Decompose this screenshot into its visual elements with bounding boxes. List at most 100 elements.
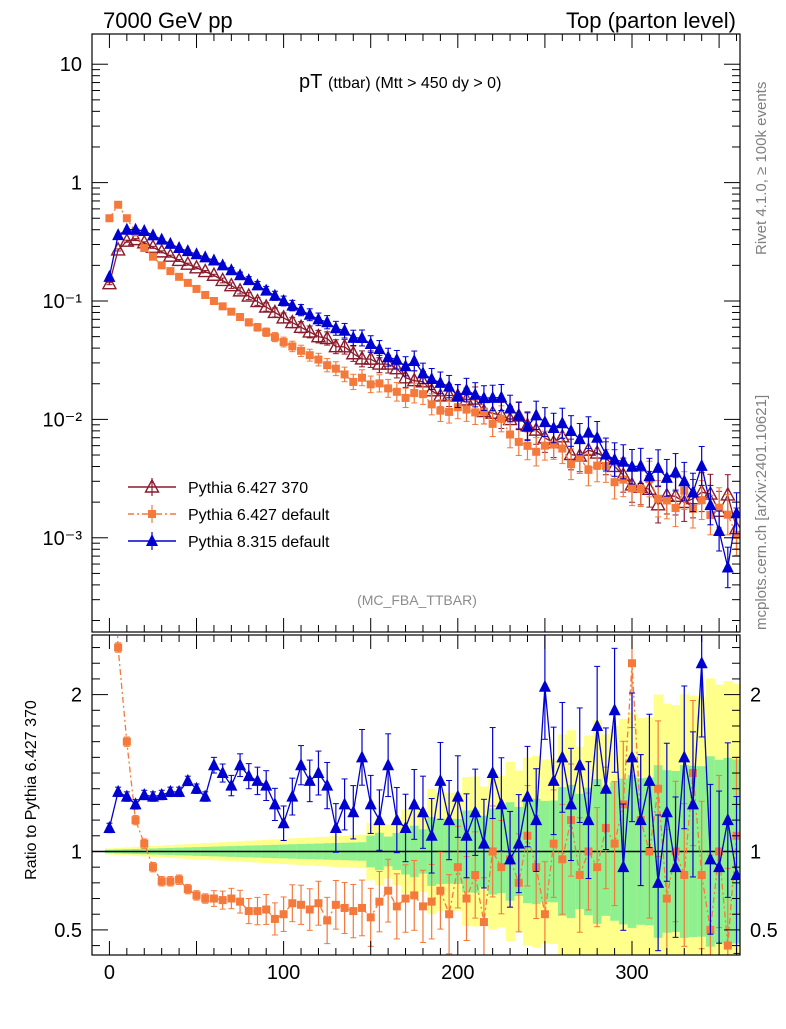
ratio-point [175, 875, 184, 884]
data-point [120, 222, 133, 235]
ratio-point [347, 805, 360, 818]
data-point [582, 425, 595, 438]
mcplots-label: mcplots.cern.ch [arXiv:2401.10621] [753, 395, 770, 630]
ratio-y-tick-label: 2 [71, 685, 82, 707]
data-point [207, 253, 220, 266]
ratio-point [538, 679, 551, 692]
data-point [328, 338, 344, 353]
ratio-point [582, 813, 595, 826]
data-point [356, 330, 368, 343]
ratio-point [399, 820, 412, 833]
data-point [232, 282, 248, 297]
ratio-point [181, 773, 194, 786]
ratio-point [678, 750, 691, 763]
data-point [303, 307, 316, 320]
data-point [371, 355, 388, 370]
data-point [558, 444, 567, 453]
data-point [538, 415, 551, 428]
data-point [636, 484, 645, 493]
data-point [549, 440, 558, 449]
ratio-point [323, 916, 332, 925]
data-point [218, 302, 227, 311]
data-point [175, 272, 184, 281]
ratio-point [617, 860, 630, 873]
data-point [336, 338, 353, 353]
data-point [626, 459, 638, 472]
ratio-point [469, 805, 482, 818]
data-point [244, 318, 253, 327]
ratio-point [227, 894, 236, 903]
data-point [148, 252, 157, 261]
data-point [101, 275, 118, 290]
data-point [617, 454, 630, 467]
data-point [119, 232, 135, 247]
data-point [164, 236, 177, 249]
ratio-point [401, 894, 410, 903]
ratio-point [314, 899, 323, 908]
data-point [425, 372, 438, 385]
data-point [206, 266, 222, 281]
ratio-point [295, 758, 308, 771]
ratio-point [416, 805, 429, 818]
main-title: pT [299, 71, 322, 93]
ratio-y-tick-label-right: 0.5 [750, 920, 778, 942]
data-point [340, 370, 349, 379]
data-point [678, 474, 691, 487]
data-point [321, 315, 334, 328]
ratio-point [390, 813, 403, 826]
ratio-point [573, 758, 586, 771]
data-point [401, 393, 410, 402]
ratio-point [713, 860, 726, 873]
legend-marker [146, 534, 158, 546]
y-tick-label: 1 [71, 173, 82, 195]
data-point [154, 243, 170, 258]
legend: Pythia 6.427 370 Pythia 6.427 default Pyth… [128, 478, 330, 551]
data-point [608, 452, 621, 465]
ratio-point [410, 891, 419, 900]
data-point [460, 383, 473, 396]
data-point [373, 342, 386, 355]
data-point [523, 441, 532, 450]
ratio-y-tick-label: 0.5 [54, 920, 82, 942]
ratio-point [192, 891, 201, 900]
ratio-point [697, 871, 706, 879]
data-point [192, 284, 201, 293]
data-point [721, 560, 734, 573]
ratio-point [445, 910, 454, 919]
ratio-point [286, 789, 299, 802]
data-point [418, 390, 427, 399]
data-point [364, 337, 377, 350]
ratio-point [453, 863, 462, 872]
ratio-point [164, 784, 177, 797]
data-point [366, 380, 375, 389]
ratio-point [216, 766, 229, 779]
ratio-point [660, 805, 673, 818]
ratio-point [556, 750, 569, 763]
data-point [305, 351, 314, 360]
data-point [329, 321, 342, 334]
data-point [532, 447, 541, 456]
data-point [251, 278, 264, 291]
y-tick-label: 10⁻¹ [43, 291, 83, 313]
data-point [528, 421, 544, 436]
data-point [408, 353, 421, 366]
ratio-point [297, 900, 306, 909]
data-point [462, 405, 471, 414]
data-point [363, 350, 379, 365]
data-point [479, 407, 488, 416]
data-point [389, 360, 405, 375]
data-point [471, 408, 480, 417]
ratio-point [669, 860, 682, 873]
data-point [138, 224, 151, 237]
data-point [258, 298, 274, 313]
ratio-series-pythia-8-315-default [103, 635, 740, 954]
ratio-point [599, 781, 612, 794]
ratio-point [652, 875, 665, 888]
data-point [469, 387, 482, 400]
ratio-point [626, 750, 638, 763]
ratio-point [680, 871, 689, 879]
data-point [234, 268, 247, 281]
data-point [416, 366, 429, 379]
data-point [188, 259, 205, 274]
data-point [242, 273, 255, 286]
